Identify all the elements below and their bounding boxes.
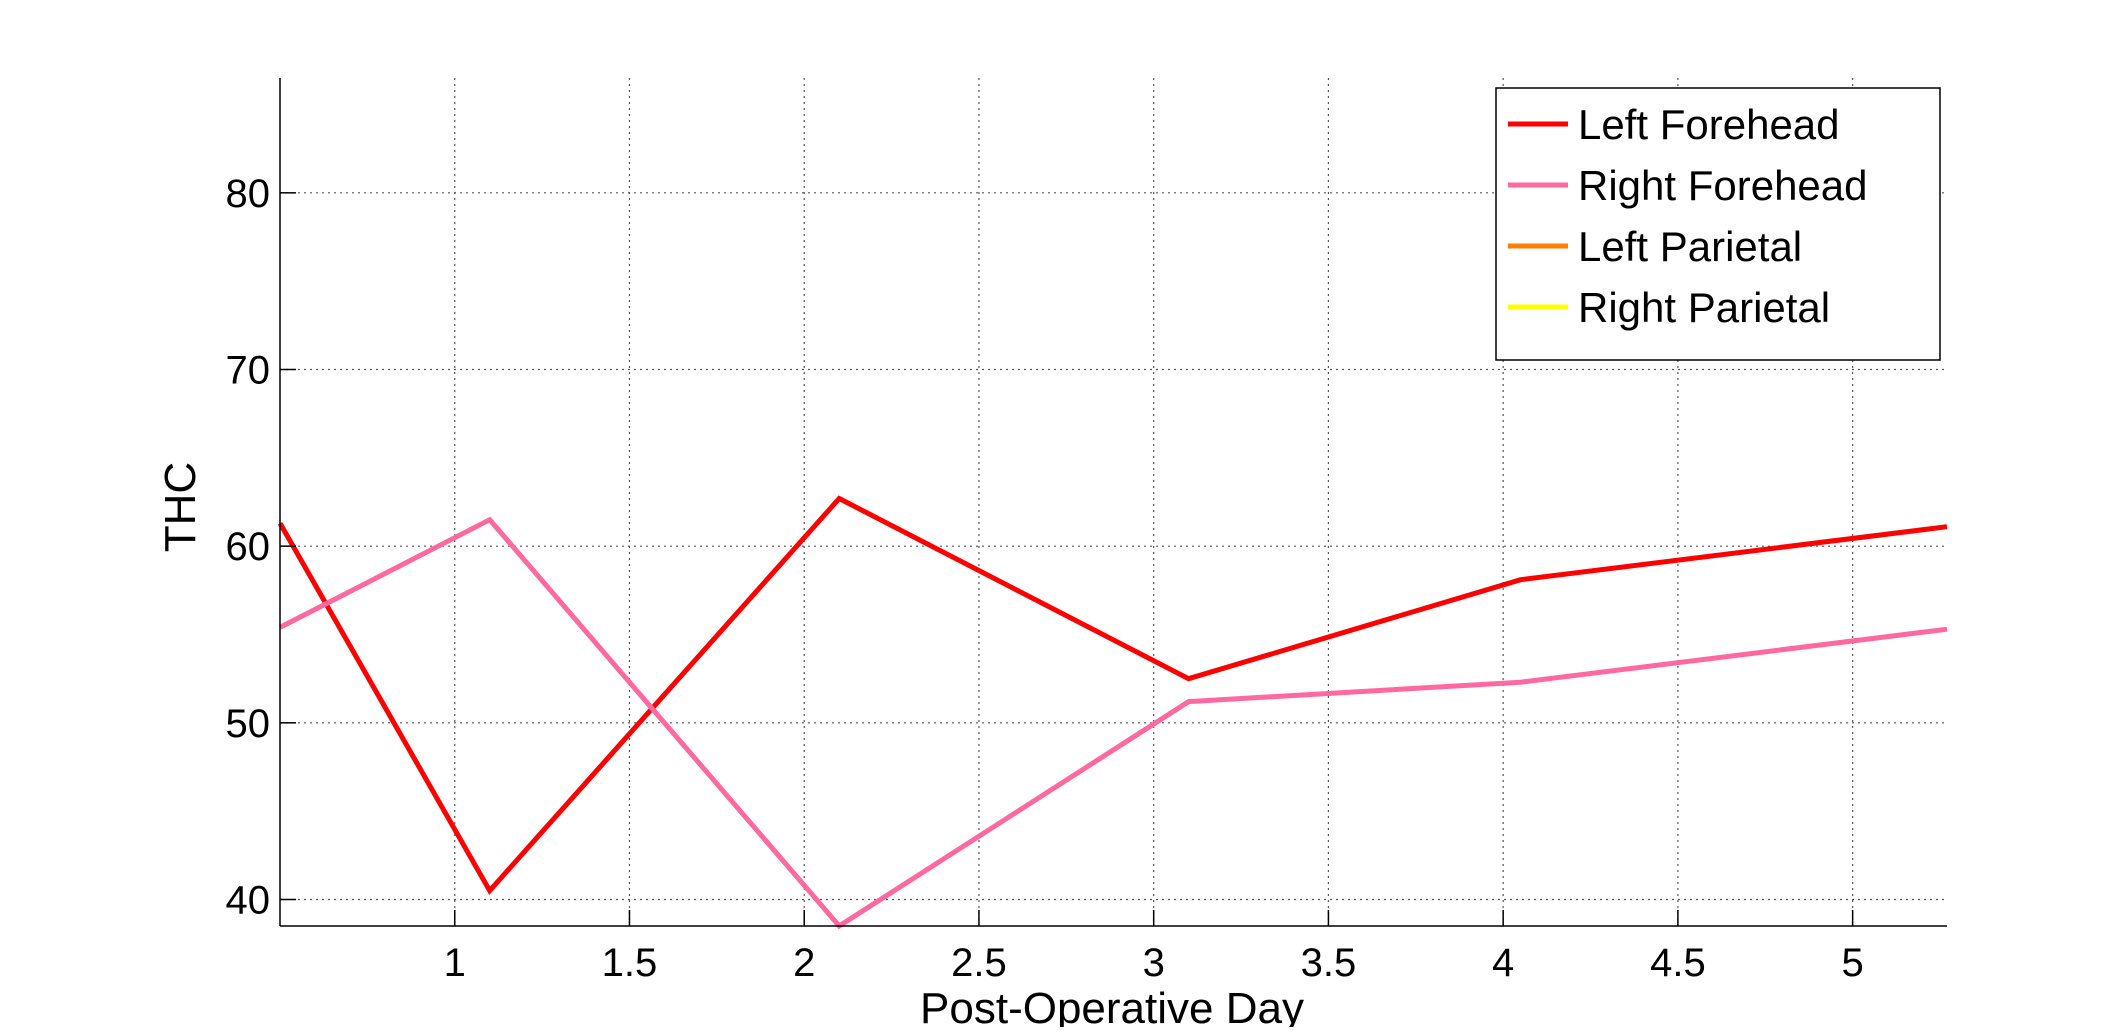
y-axis-label: THC [156, 462, 205, 552]
y-tick-label: 40 [226, 879, 271, 923]
legend-label-right-forehead: Right Forehead [1578, 162, 1868, 209]
x-tick-label: 2 [793, 941, 815, 985]
ticks-layer: 1 1.5 2 2.5 3 3.5 4 4.5 5 40 50 60 70 80 [226, 172, 1864, 985]
x-tick-label: 1.5 [602, 941, 658, 985]
y-tick-label: 70 [226, 349, 271, 393]
x-tick-label: 4 [1492, 941, 1514, 985]
y-tick-label: 80 [226, 172, 271, 216]
series-line-right-forehead [278, 516, 1948, 930]
x-tick-label: 2.5 [951, 941, 1007, 985]
legend-box [1495, 87, 1941, 361]
x-tick-label: 4.5 [1650, 941, 1706, 985]
grid-layer [280, 78, 1947, 926]
x-tick-label: 3.5 [1301, 941, 1357, 985]
x-tick-label: 3 [1143, 941, 1165, 985]
legend-label-left-parietal: Left Parietal [1578, 223, 1802, 270]
legend-label-left-forehead: Left Forehead [1578, 101, 1840, 148]
x-axis-label: Post-Operative Day [920, 984, 1304, 1027]
y-tick-label: 60 [226, 525, 271, 569]
series-layer [277, 495, 1948, 930]
x-tick-label: 1 [444, 941, 466, 985]
axes-layer [279, 78, 1947, 927]
legend-label-right-parietal: Right Parietal [1578, 284, 1830, 331]
y-tick-label: 50 [226, 702, 271, 746]
series-line-left-forehead [277, 495, 1948, 895]
x-tick-label: 5 [1842, 941, 1864, 985]
legend: Left Forehead Right Forehead Left Parietal… [1495, 87, 1941, 361]
